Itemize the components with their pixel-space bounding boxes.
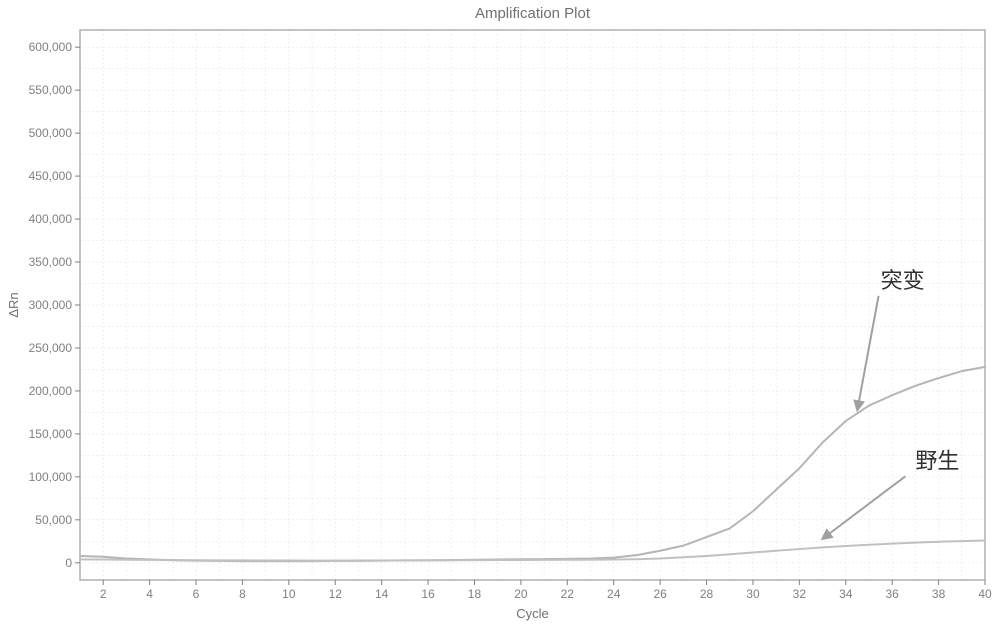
x-tick-label: 28 (700, 587, 714, 601)
x-axis-label: Cycle (516, 606, 549, 621)
chart-title: Amplification Plot (475, 5, 591, 22)
y-tick-label: 150,000 (29, 427, 73, 441)
amplification-plot-chart: Amplification Plot 0 50,000 100,000 150,000 2… (0, 0, 1000, 641)
chart-svg: Amplification Plot 0 50,000 100,000 150,000 2… (0, 0, 1000, 641)
x-tick-label: 18 (468, 587, 482, 601)
y-tick-label: 50,000 (35, 513, 72, 527)
x-tick-label: 2 (100, 587, 107, 601)
annotation-label: 野生 (915, 448, 959, 473)
x-tick-label: 36 (885, 587, 899, 601)
y-tick-label: 250,000 (29, 341, 73, 355)
y-tick-label: 550,000 (29, 83, 73, 97)
y-tick-label: 100,000 (29, 470, 73, 484)
y-tick-label: 400,000 (29, 212, 73, 226)
x-tick-label: 38 (932, 587, 946, 601)
x-tick-label: 30 (746, 587, 760, 601)
x-tick-label: 16 (421, 587, 435, 601)
x-tick-label: 22 (561, 587, 575, 601)
y-tick-label: 0 (65, 556, 72, 570)
x-tick-label: 20 (514, 587, 528, 601)
x-tick-label: 8 (239, 587, 246, 601)
y-tick-label: 600,000 (29, 40, 73, 54)
x-tick-label: 32 (793, 587, 807, 601)
y-tick-label: 200,000 (29, 384, 73, 398)
y-tick-label: 450,000 (29, 169, 73, 183)
y-axis-label: ΔRn (6, 292, 21, 317)
x-tick-label: 34 (839, 587, 853, 601)
x-tick-label: 6 (193, 587, 200, 601)
annotation-label: 突变 (881, 268, 925, 293)
x-tick-label: 4 (146, 587, 153, 601)
x-tick-label: 40 (978, 587, 992, 601)
x-tick-label: 14 (375, 587, 389, 601)
y-tick-label: 300,000 (29, 298, 73, 312)
x-tick-label: 26 (653, 587, 667, 601)
y-tick-label: 500,000 (29, 126, 73, 140)
x-tick-label: 24 (607, 587, 621, 601)
x-tick-label: 12 (329, 587, 343, 601)
y-tick-label: 350,000 (29, 255, 73, 269)
x-tick-label: 10 (282, 587, 296, 601)
